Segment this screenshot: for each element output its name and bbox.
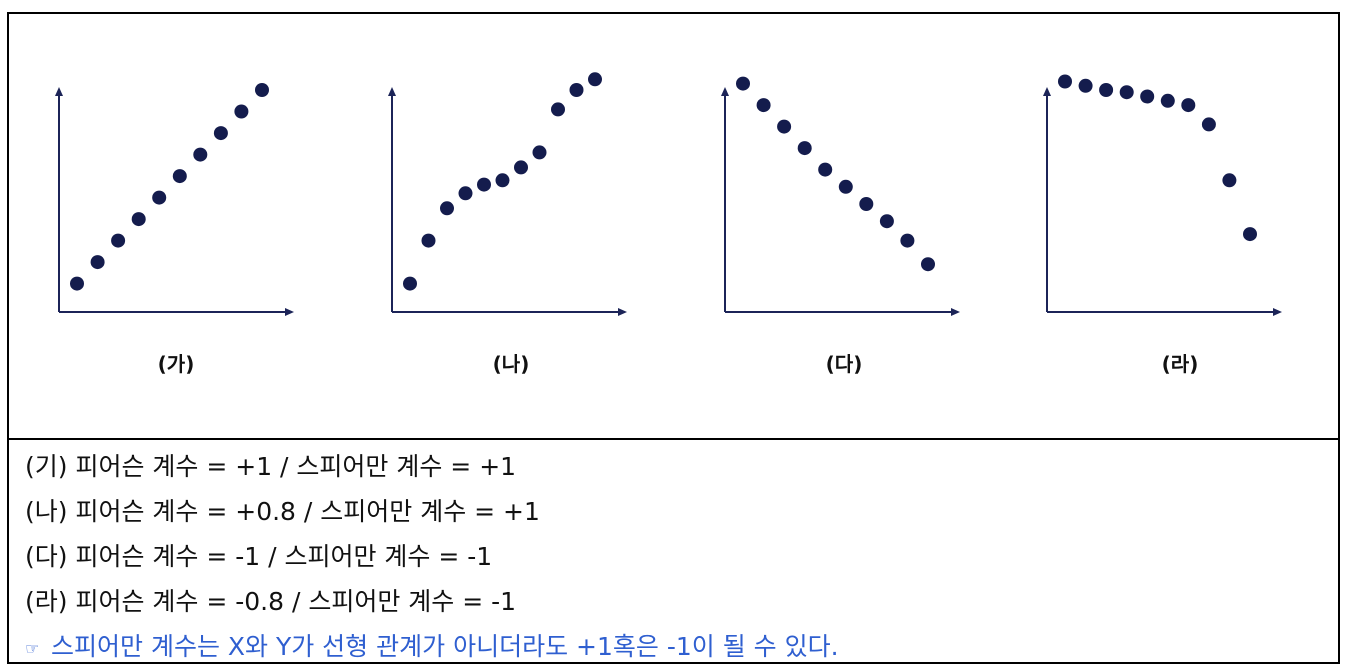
scatter-point <box>1201 117 1216 132</box>
scatter-panel-ra <box>1043 74 1282 316</box>
y-axis-arrow <box>55 87 63 96</box>
scatter-point <box>1119 85 1134 100</box>
x-axis-arrow <box>285 308 294 316</box>
scatter-point <box>1222 173 1237 188</box>
scatter-point <box>477 177 491 192</box>
x-axis-arrow <box>1273 308 1282 316</box>
scatter-point <box>1160 93 1175 108</box>
panel-label-ga: (가) <box>157 352 195 376</box>
scatter-point <box>1099 83 1114 97</box>
scatter-point <box>736 76 750 91</box>
divider <box>9 438 1338 440</box>
scatter-point <box>440 201 454 216</box>
scatter-panel-da <box>721 76 960 316</box>
scatter-point <box>859 197 874 211</box>
scatter-point <box>777 119 792 134</box>
description-line-4: (라) 피어슨 계수 = -0.8 / 스피어만 계수 = -1 <box>25 587 517 616</box>
scatter-point <box>1181 98 1196 113</box>
scatter-point <box>403 276 417 291</box>
scatter-point <box>111 233 126 248</box>
description-line-3: (다) 피어슨 계수 = -1 / 스피어만 계수 = -1 <box>25 542 493 571</box>
pointing-hand-icon: ☞ <box>25 638 40 658</box>
scatter-point <box>213 126 228 141</box>
panel-label-na: (나) <box>492 352 530 376</box>
scatter-point <box>900 233 915 248</box>
scatter-point <box>70 276 84 291</box>
scatter-point <box>797 141 812 156</box>
scatter-point <box>131 212 146 227</box>
scatter-point <box>421 233 436 248</box>
figure-frame: (가) (나) (다) (라) (기) 피어슨 계수 = +1 / 스피어만 계… <box>7 12 1340 664</box>
scatter-point <box>588 72 602 87</box>
scatter-point <box>756 98 771 113</box>
scatter-point <box>458 186 473 201</box>
scatter-point <box>921 257 935 272</box>
scatter-point <box>532 145 547 160</box>
y-axis-arrow <box>388 87 396 96</box>
y-axis-arrow <box>721 87 729 96</box>
description-block: (기) 피어슨 계수 = +1 / 스피어만 계수 = +1 (나) 피어슨 계… <box>25 444 1330 669</box>
scatter-point <box>514 160 528 175</box>
scatter-panel-ga <box>55 83 294 316</box>
panel-label-da: (다) <box>825 352 863 376</box>
scatter-point <box>569 83 584 97</box>
scatter-point <box>1078 78 1093 93</box>
scatter-point <box>152 190 167 205</box>
panel-label-ra: (라) <box>1161 352 1199 376</box>
scatter-point <box>1058 74 1072 89</box>
scatter-point <box>818 162 833 177</box>
scatter-point <box>193 147 208 162</box>
scatter-point <box>495 173 510 188</box>
description-line-2: (나) 피어슨 계수 = +0.8 / 스피어만 계수 = +1 <box>25 497 540 526</box>
scatter-point <box>551 102 565 117</box>
scatter-point <box>879 214 894 229</box>
scatter-panel-na <box>388 72 627 316</box>
description-note: ☞ 스피어만 계수는 X와 Y가 선형 관계가 아니더라도 +1혹은 -1이 될 … <box>25 624 1330 669</box>
y-axis-arrow <box>1043 87 1051 96</box>
scatter-point <box>838 179 853 194</box>
scatter-point <box>172 169 187 184</box>
x-axis-arrow <box>618 308 627 316</box>
scatter-point <box>234 104 249 119</box>
description-line-1: (기) 피어슨 계수 = +1 / 스피어만 계수 = +1 <box>25 452 517 481</box>
note-text: 스피어만 계수는 X와 Y가 선형 관계가 아니더라도 +1혹은 -1이 될 수… <box>51 632 839 661</box>
scatter-point <box>1243 227 1257 242</box>
x-axis-arrow <box>951 308 960 316</box>
scatter-point <box>255 83 269 97</box>
scatter-figure: (가) (나) (다) (라) <box>9 14 1338 438</box>
scatter-point <box>1140 89 1155 104</box>
scatter-point <box>90 255 105 270</box>
